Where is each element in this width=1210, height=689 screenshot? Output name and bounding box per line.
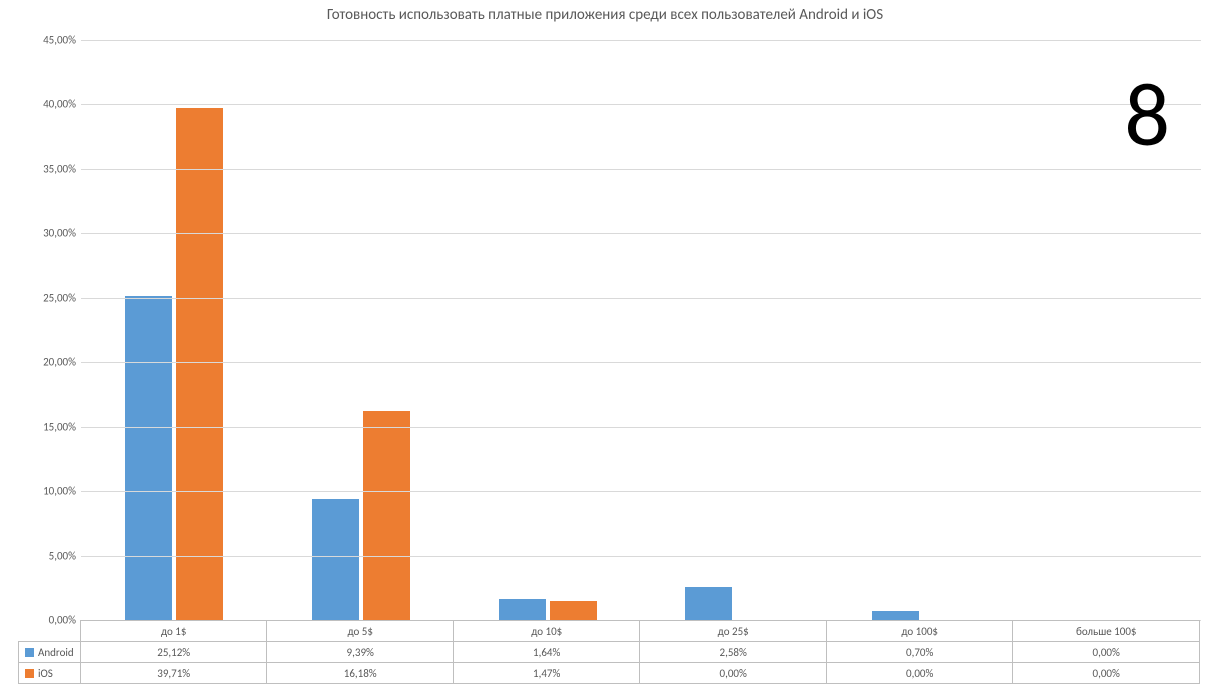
- y-tick-label: 0,00%: [16, 614, 76, 627]
- y-tick-label: 20,00%: [16, 356, 76, 369]
- legend-cell-ios: iOS: [19, 663, 81, 684]
- bar-ios: [550, 601, 597, 620]
- legend-swatch-icon: [25, 669, 34, 678]
- bar-android: [872, 611, 919, 620]
- table-cell: 1,64%: [453, 642, 639, 663]
- legend-cell-android: Android: [19, 642, 81, 663]
- legend-label: Android: [38, 646, 74, 659]
- y-tick-label: 40,00%: [16, 98, 76, 111]
- table-cell: 0,00%: [1013, 663, 1200, 684]
- table-category-header: до 1$: [80, 621, 267, 642]
- table-category-header: до 10$: [453, 621, 639, 642]
- table-cell: 0,70%: [826, 642, 1012, 663]
- table-row: Android 25,12%9,39%1,64%2,58%0,70%0,00%: [19, 642, 1200, 663]
- y-tick-label: 10,00%: [16, 485, 76, 498]
- gridline: [81, 104, 1201, 105]
- bars-layer: [81, 40, 1201, 620]
- overlay-number: 8: [1124, 70, 1170, 160]
- y-tick-label: 25,00%: [16, 291, 76, 304]
- y-tick-label: 30,00%: [16, 227, 76, 240]
- chart-container: Готовность использовать платные приложен…: [0, 0, 1210, 689]
- gridline: [81, 169, 1201, 170]
- table-cell: 0,00%: [1013, 642, 1200, 663]
- legend-swatch-icon: [25, 648, 34, 657]
- y-tick-label: 35,00%: [16, 162, 76, 175]
- y-tick-label: 5,00%: [16, 549, 76, 562]
- gridline: [81, 362, 1201, 363]
- bar-android: [125, 296, 172, 620]
- table-cell: 39,71%: [80, 663, 267, 684]
- table-cell: 25,12%: [80, 642, 267, 663]
- y-tick-label: 45,00%: [16, 34, 76, 47]
- table-cell: 16,18%: [267, 663, 454, 684]
- bar-ios: [176, 108, 223, 620]
- gridline: [81, 233, 1201, 234]
- bar-android: [499, 599, 546, 620]
- bar-android: [685, 587, 732, 620]
- table-category-header: до 100$: [826, 621, 1012, 642]
- table-category-header: больше 100$: [1013, 621, 1200, 642]
- gridline: [81, 556, 1201, 557]
- table-row: iOS39,71%16,18%1,47%0,00%0,00%0,00%: [19, 663, 1200, 684]
- plot-area: [80, 40, 1201, 620]
- table-cell: 0,00%: [640, 663, 826, 684]
- bar-android: [312, 499, 359, 620]
- data-table: до 1$до 5$до 10$до 25$до 100$больше 100$…: [18, 620, 1200, 684]
- chart-title: Готовность использовать платные приложен…: [0, 6, 1210, 24]
- table-cell: 2,58%: [640, 642, 826, 663]
- table-cell: 9,39%: [267, 642, 454, 663]
- table-category-header: до 5$: [267, 621, 454, 642]
- legend-label: iOS: [38, 667, 53, 680]
- gridline: [81, 298, 1201, 299]
- table-cell: 1,47%: [453, 663, 639, 684]
- y-tick-label: 15,00%: [16, 420, 76, 433]
- bar-ios: [363, 411, 410, 620]
- table-cell: 0,00%: [826, 663, 1012, 684]
- table-category-header: до 25$: [640, 621, 826, 642]
- gridline: [81, 491, 1201, 492]
- gridline: [81, 427, 1201, 428]
- gridline: [81, 40, 1201, 41]
